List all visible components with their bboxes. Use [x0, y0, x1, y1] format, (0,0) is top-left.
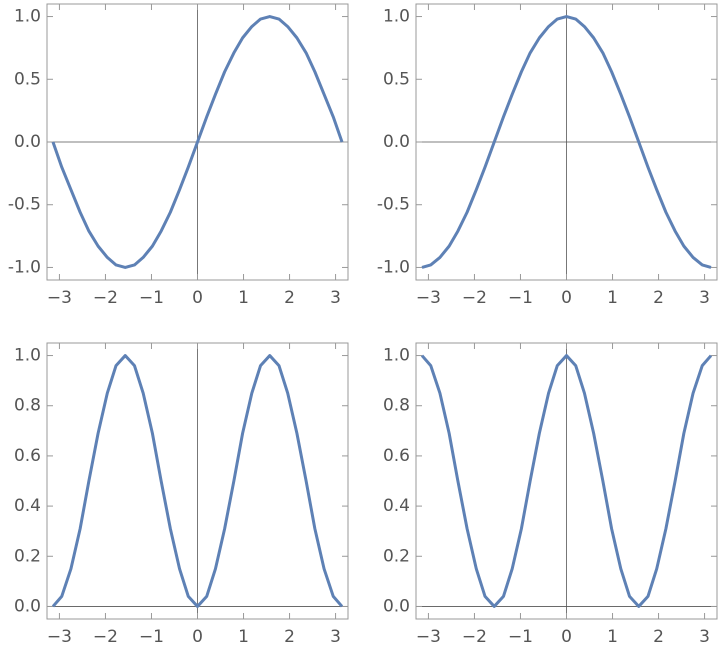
y-tick-label: 0.0 — [14, 596, 41, 616]
y-tick-label: 0.2 — [14, 546, 41, 566]
y-tick-label: -0.5 — [377, 195, 410, 215]
x-tick-label: 0 — [561, 288, 572, 308]
y-tick-label: -1.0 — [377, 257, 410, 277]
y-tick-label: 1.0 — [383, 346, 410, 366]
y-tick-label: -0.5 — [8, 195, 41, 215]
x-tick-label: 2 — [284, 288, 295, 308]
y-tick-label: 0.6 — [383, 446, 410, 466]
y-tick-label: 0.8 — [14, 396, 41, 416]
x-tick-label: −2 — [462, 627, 487, 647]
x-tick-label: 2 — [653, 288, 664, 308]
y-tick-label: 0.0 — [383, 596, 410, 616]
x-tick-label: 3 — [699, 627, 710, 647]
x-tick-label: 2 — [284, 627, 295, 647]
y-tick-label: 1.0 — [14, 346, 41, 366]
x-tick-label: −1 — [508, 288, 533, 308]
y-tick-label: 1.0 — [14, 7, 41, 27]
y-tick-label: 0.6 — [14, 446, 41, 466]
x-tick-label: 3 — [330, 627, 341, 647]
x-tick-label: −2 — [462, 288, 487, 308]
y-tick-label: 0.0 — [14, 132, 41, 152]
data-line — [51, 354, 344, 608]
x-tick-label: −3 — [47, 627, 72, 647]
x-tick-label: 1 — [238, 288, 249, 308]
x-tick-label: −2 — [93, 288, 118, 308]
y-tick-label: -1.0 — [8, 257, 41, 277]
x-tick-label: 0 — [192, 288, 203, 308]
y-tick-label: 0.4 — [383, 496, 410, 516]
x-tick-label: −1 — [508, 627, 533, 647]
x-tick-label: 3 — [330, 288, 341, 308]
x-tick-label: −1 — [139, 288, 164, 308]
x-tick-label: −3 — [416, 288, 441, 308]
y-tick-label: 0.5 — [14, 69, 41, 89]
x-tick-label: 0 — [192, 627, 203, 647]
y-tick-label: 1.0 — [383, 7, 410, 27]
y-tick-label: 0.0 — [383, 132, 410, 152]
x-tick-label: −1 — [139, 627, 164, 647]
x-tick-label: −2 — [93, 627, 118, 647]
y-tick-label: 0.2 — [383, 546, 410, 566]
data-line — [420, 354, 713, 608]
data-line — [421, 15, 712, 269]
x-tick-label: 3 — [699, 288, 710, 308]
x-tick-label: 1 — [238, 627, 249, 647]
y-tick-label: 0.4 — [14, 496, 41, 516]
x-tick-label: 1 — [607, 627, 618, 647]
x-tick-label: −3 — [416, 627, 441, 647]
y-tick-label: 0.5 — [383, 69, 410, 89]
x-tick-label: 1 — [607, 288, 618, 308]
y-tick-label: 0.8 — [383, 396, 410, 416]
x-tick-label: 0 — [561, 627, 572, 647]
x-tick-label: 2 — [653, 627, 664, 647]
x-tick-label: −3 — [47, 288, 72, 308]
data-line — [51, 15, 344, 269]
